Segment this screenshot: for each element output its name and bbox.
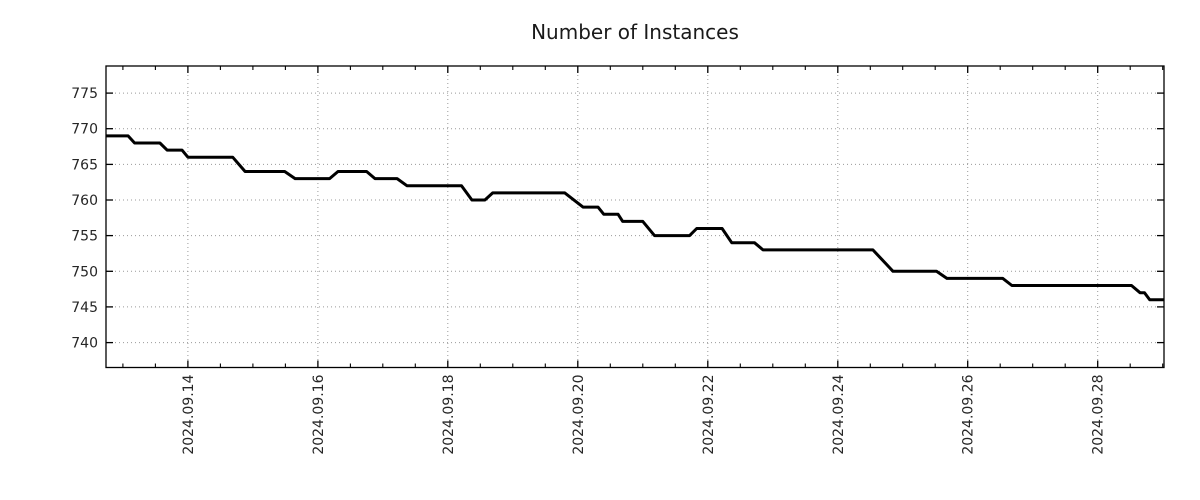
y-tick-label: 745 (71, 300, 98, 316)
y-tick-label: 740 (71, 336, 98, 352)
x-tick-label: 2024.09.14 (181, 374, 197, 454)
y-tick-label: 770 (71, 122, 98, 138)
y-tick-label: 760 (71, 193, 98, 209)
x-tick-label: 2024.09.26 (961, 374, 977, 454)
y-tick-label: 775 (71, 86, 98, 102)
x-tick-label: 2024.09.28 (1091, 375, 1107, 455)
x-tick-label: 2024.09.16 (311, 374, 327, 454)
x-tick-label: 2024.09.18 (441, 375, 457, 455)
chart-title: Number of Instances (531, 20, 739, 44)
y-tick-label: 755 (71, 229, 98, 245)
y-tick-label: 765 (71, 157, 98, 173)
plot-border (105, 65, 1165, 369)
y-tick-label: 750 (71, 264, 98, 280)
x-tick-label: 2024.09.22 (701, 375, 717, 455)
data-series-line (106, 134, 1164, 302)
x-tick-label: 2024.09.20 (571, 375, 587, 455)
x-tick-label: 2024.09.24 (831, 374, 847, 454)
